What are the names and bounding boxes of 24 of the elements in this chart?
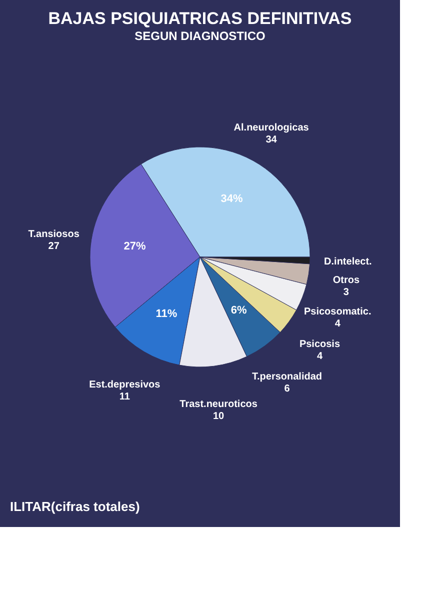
data-label: 3 <box>343 287 350 298</box>
data-label: 4 <box>334 318 341 330</box>
text: 11% <box>156 308 178 320</box>
slice-label: D.intelect. <box>324 256 372 268</box>
slice-label: Psicosis <box>299 338 340 350</box>
text: 6% <box>230 304 247 316</box>
data-label: 6 <box>284 384 290 395</box>
data-label: 4 <box>316 350 323 362</box>
slice-label: Psicosomatic. <box>304 306 372 318</box>
slice-label: T.ansiosos <box>28 228 80 240</box>
slice-label: Trast.neuroticos <box>180 398 258 410</box>
text: 27% <box>124 240 146 253</box>
slice-label: Otros <box>332 275 360 286</box>
slice-label: Al.neurologicas <box>234 122 310 134</box>
chart-title: BAJAS PSIQUIATRICAS DEFINITIVAS <box>48 9 352 28</box>
text: 34% <box>220 193 243 206</box>
data-label: 27 <box>48 240 60 252</box>
data-label: 10 <box>212 410 225 422</box>
text: ILITAR(cifras totales) <box>10 499 140 514</box>
data-label: 34 <box>266 134 278 146</box>
data-label: 11 <box>119 391 130 402</box>
slice-label: Est.depresivos <box>89 379 161 390</box>
chart-subtitle: SEGUN DIAGNOSTICO <box>134 29 266 43</box>
slice-label: T.personalidad <box>252 372 322 383</box>
